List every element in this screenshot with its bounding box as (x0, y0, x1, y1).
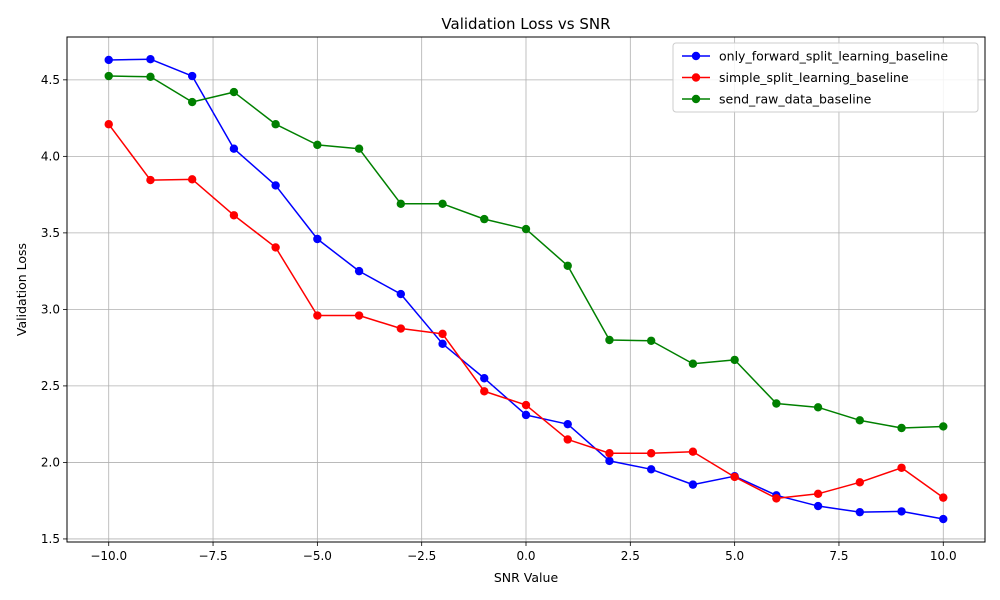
data-point (521, 224, 531, 234)
legend-marker (691, 94, 701, 104)
legend-label: only_forward_split_learning_baseline (719, 49, 948, 64)
data-point (813, 489, 823, 498)
data-point (229, 144, 239, 153)
data-point (521, 400, 531, 410)
data-point (730, 355, 739, 365)
legend-item: simple_split_learning_baseline (682, 70, 909, 85)
y-tick-label: 3.5 (41, 226, 60, 240)
data-point (146, 54, 155, 64)
data-point (354, 266, 364, 276)
legend-marker (691, 51, 701, 61)
data-point (480, 214, 489, 224)
data-point (939, 422, 948, 431)
data-point (271, 120, 280, 129)
legend-box (672, 42, 979, 113)
data-point (688, 359, 698, 368)
data-point (229, 211, 239, 220)
data-point (646, 449, 656, 458)
data-point (730, 472, 739, 482)
y-tick-label: 1.5 (41, 532, 60, 546)
data-point (563, 435, 572, 444)
data-point (813, 403, 823, 412)
legend-item: send_raw_data_baseline (682, 92, 872, 107)
data-point (104, 71, 113, 81)
data-point (104, 55, 113, 65)
data-point (146, 72, 155, 81)
data-point (187, 175, 197, 184)
data-point (939, 493, 948, 502)
data-point (396, 199, 406, 209)
data-point (438, 329, 447, 339)
data-point (313, 311, 322, 320)
x-tick-label: −5.0 (303, 549, 332, 563)
data-point (104, 120, 113, 129)
data-point (354, 144, 364, 153)
data-point (646, 465, 656, 474)
data-point (187, 97, 197, 107)
data-point (772, 399, 781, 408)
x-tick-label: −10.0 (90, 549, 127, 563)
series-simple_split_learning_baseline (104, 120, 948, 503)
series-send_raw_data_baseline (104, 71, 948, 433)
data-point (229, 87, 239, 97)
data-point (772, 494, 781, 503)
data-point (897, 423, 906, 433)
x-tick-label: 10.0 (930, 549, 957, 563)
data-point (897, 507, 906, 516)
y-tick-label: 3.0 (41, 302, 60, 316)
data-point (939, 514, 948, 524)
legend: only_forward_split_learning_baselinesimp… (672, 42, 979, 113)
x-tick-label: 0.0 (516, 549, 535, 563)
data-point (897, 463, 906, 472)
data-point (480, 387, 489, 396)
data-point (563, 261, 572, 270)
y-axis-label: Validation Loss (14, 243, 29, 336)
data-point (438, 339, 447, 349)
data-point (688, 480, 698, 489)
x-tick-label: 2.5 (621, 549, 640, 563)
y-tick-label: 4.0 (41, 149, 60, 163)
data-point (855, 416, 865, 425)
data-point (396, 289, 406, 299)
y-tick-label: 4.5 (41, 73, 60, 87)
x-axis-label: SNR Value (494, 570, 559, 585)
data-point (688, 447, 698, 456)
x-tick-label: 7.5 (829, 549, 848, 563)
data-point (563, 419, 572, 429)
y-tick-label: 2.0 (41, 455, 60, 469)
x-tick-label: −2.5 (407, 549, 436, 563)
legend-item: only_forward_split_learning_baseline (682, 49, 948, 64)
data-point (271, 243, 280, 252)
data-point (146, 175, 155, 185)
legend-label: simple_split_learning_baseline (719, 70, 909, 85)
data-point (396, 324, 406, 333)
data-point (855, 507, 865, 517)
legend-label: send_raw_data_baseline (719, 92, 872, 107)
series-group (104, 54, 948, 524)
legend-marker (691, 73, 701, 82)
data-point (438, 199, 447, 209)
x-tick-label: 5.0 (725, 549, 744, 563)
data-point (313, 234, 322, 244)
y-tick-label: 2.5 (41, 379, 60, 393)
data-point (605, 456, 614, 466)
data-point (855, 478, 865, 487)
data-point (480, 374, 489, 383)
data-point (605, 449, 614, 458)
x-tick-label: −7.5 (198, 549, 227, 563)
data-point (187, 71, 197, 81)
chart-title: Validation Loss vs SNR (441, 15, 610, 33)
data-point (354, 311, 364, 320)
data-point (313, 140, 322, 150)
axis-ticks: −10.0 −7.5 −5.0 −2.5 0.0 2.5 5.0 7.5 10.0 1.5 2.0 2… (41, 73, 957, 563)
data-point (646, 336, 656, 345)
data-point (271, 181, 280, 190)
data-point (521, 410, 531, 420)
data-point (813, 501, 823, 511)
data-point (605, 335, 614, 345)
